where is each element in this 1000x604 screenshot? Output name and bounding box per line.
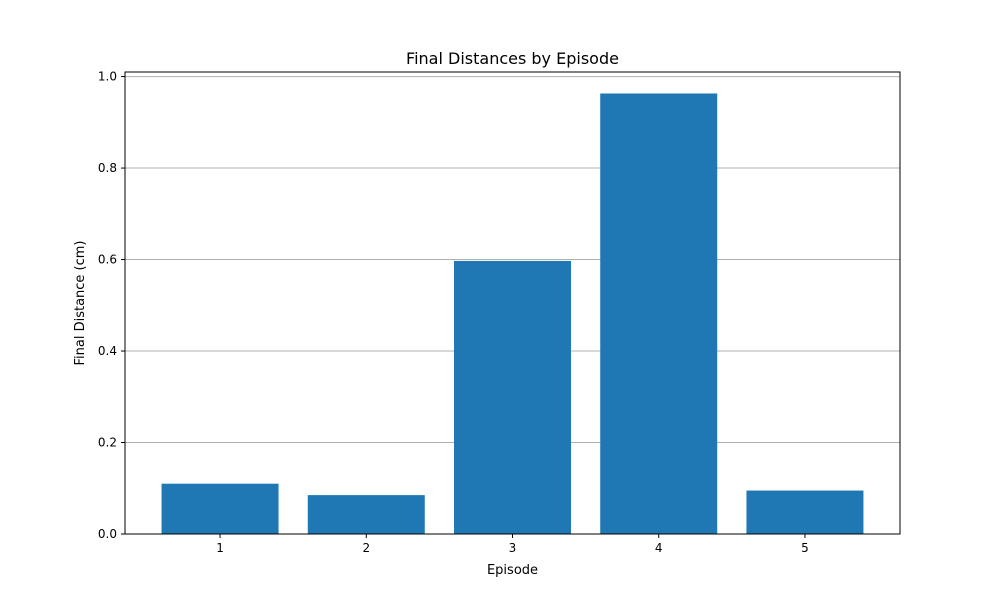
x-axis: 1 2 3 4 5 [216, 534, 809, 555]
x-tick-label: 5 [801, 541, 809, 555]
y-tick-label: 0.2 [98, 436, 117, 450]
y-tick-label: 1.0 [98, 70, 117, 84]
y-tick-label: 0.6 [98, 253, 117, 267]
bar-episode-4 [600, 93, 718, 534]
chart-title: Final Distances by Episode [406, 49, 619, 68]
y-axis-label: Final Distance (cm) [73, 240, 88, 365]
bar-episode-3 [454, 260, 571, 534]
x-tick-label: 3 [509, 541, 517, 555]
bar-episode-5 [746, 490, 864, 534]
x-axis-label: Episode [487, 563, 538, 578]
x-tick-label: 1 [216, 541, 224, 555]
x-tick-label: 4 [655, 541, 663, 555]
y-axis: 0.0 0.2 0.4 0.6 0.8 1.0 [98, 70, 125, 541]
y-tick-label: 0.4 [98, 344, 117, 358]
y-tick-label: 0.8 [98, 161, 117, 175]
bar-episode-2 [307, 495, 425, 534]
x-tick-label: 2 [362, 541, 370, 555]
y-tick-label: 0.0 [98, 527, 117, 541]
bars-layer [161, 93, 864, 534]
bar-episode-1 [161, 483, 279, 534]
